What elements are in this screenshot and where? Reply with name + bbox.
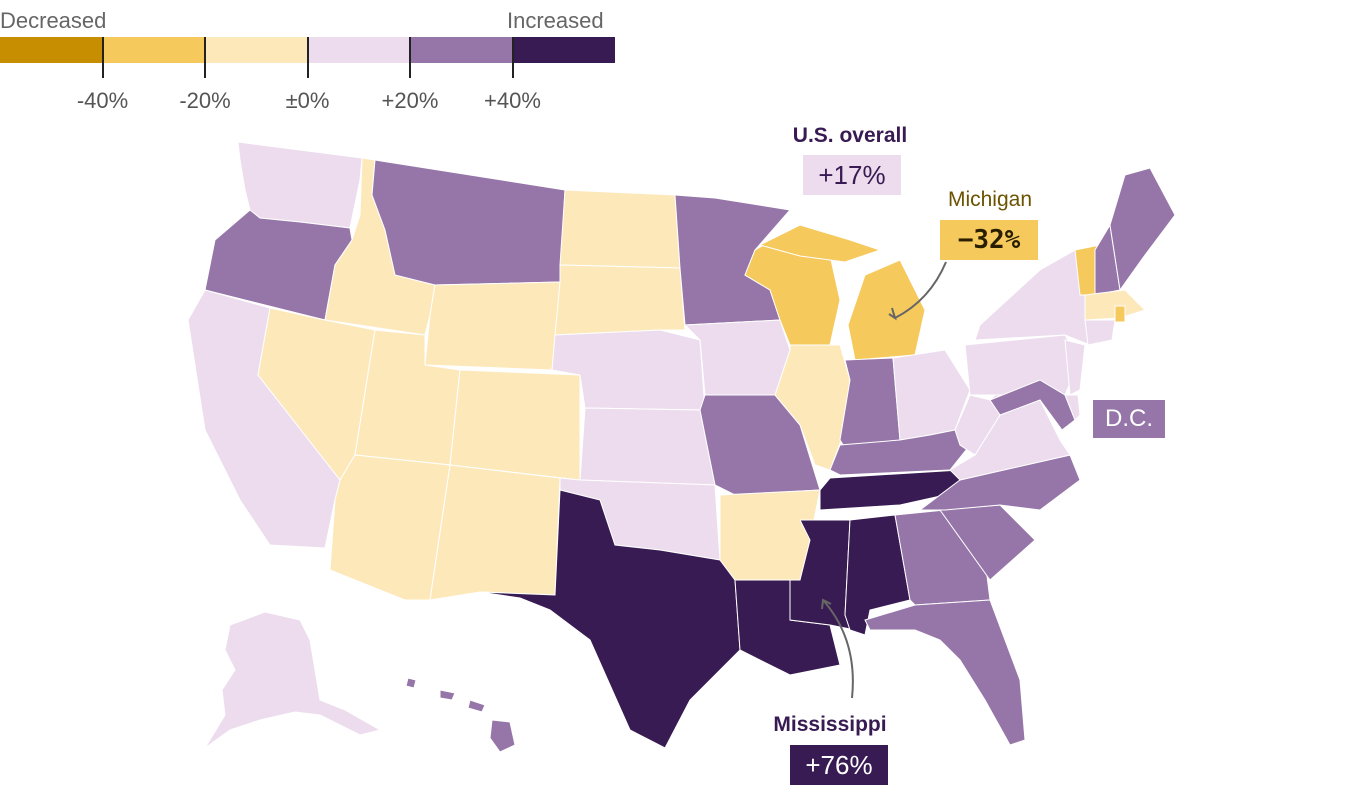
state-ny bbox=[974, 249, 1091, 346]
michigan-value: −32% bbox=[940, 220, 1038, 260]
us-overall-label: U.S. overall bbox=[792, 124, 908, 147]
state-mt bbox=[371, 159, 566, 286]
michigan-label: Michigan bbox=[947, 188, 1033, 211]
legend-bin bbox=[512, 37, 615, 63]
legend-tick-label: +40% bbox=[484, 88, 541, 113]
dc-label: D.C. bbox=[1093, 400, 1165, 438]
michigan-arrowhead bbox=[888, 307, 897, 321]
state-nj bbox=[1064, 339, 1086, 396]
state-me bbox=[1109, 167, 1176, 292]
state-hi bbox=[467, 699, 486, 713]
state-hi bbox=[439, 689, 456, 701]
michigan-arrow bbox=[894, 261, 947, 319]
state-pa bbox=[964, 334, 1081, 396]
legend-bin bbox=[307, 37, 410, 63]
mississippi-label: Mississippi bbox=[773, 713, 887, 736]
state-nd bbox=[559, 189, 681, 269]
state-hi bbox=[405, 677, 417, 689]
legend-tick-label: +20% bbox=[381, 88, 439, 113]
state-ks bbox=[579, 407, 716, 486]
legend-bin bbox=[102, 37, 205, 63]
us-choropleth-map bbox=[187, 141, 1176, 753]
state-il bbox=[774, 344, 851, 471]
legend-bin bbox=[205, 37, 308, 63]
legend-tick-label: -40% bbox=[76, 88, 129, 113]
state-ct bbox=[1084, 319, 1116, 346]
legend-tick bbox=[409, 37, 411, 78]
state-wy bbox=[424, 281, 561, 371]
legend-tick bbox=[511, 37, 514, 78]
legend-bin bbox=[410, 37, 513, 63]
state-ri bbox=[1114, 305, 1126, 323]
state-mi bbox=[758, 224, 882, 263]
state-md bbox=[989, 379, 1076, 431]
state-tx bbox=[479, 489, 741, 749]
state-fl bbox=[864, 599, 1026, 746]
state-az bbox=[329, 454, 451, 601]
legend-decreased-label: Decreased bbox=[0, 8, 107, 33]
state-co bbox=[449, 369, 581, 481]
legend-tick-label: -20% bbox=[179, 88, 231, 113]
state-hi bbox=[489, 719, 516, 753]
legend-tick bbox=[204, 37, 206, 78]
state-ak bbox=[204, 611, 382, 749]
mississippi-value: +76% bbox=[790, 745, 888, 785]
mississippi-arrowhead bbox=[821, 598, 832, 610]
state-nm bbox=[429, 464, 561, 601]
legend-tick bbox=[306, 37, 309, 78]
legend-increased-label: Increased bbox=[507, 8, 604, 33]
state-ma bbox=[1084, 289, 1146, 321]
state-de bbox=[1064, 394, 1081, 421]
state-sd bbox=[554, 264, 686, 336]
mississippi-arrow bbox=[822, 599, 854, 699]
legend-tick bbox=[101, 37, 104, 78]
legend-bin bbox=[0, 37, 103, 63]
us-overall-value: +17% bbox=[803, 155, 901, 195]
legend-tick-label: ±0% bbox=[285, 88, 330, 113]
state-mi bbox=[847, 259, 926, 361]
